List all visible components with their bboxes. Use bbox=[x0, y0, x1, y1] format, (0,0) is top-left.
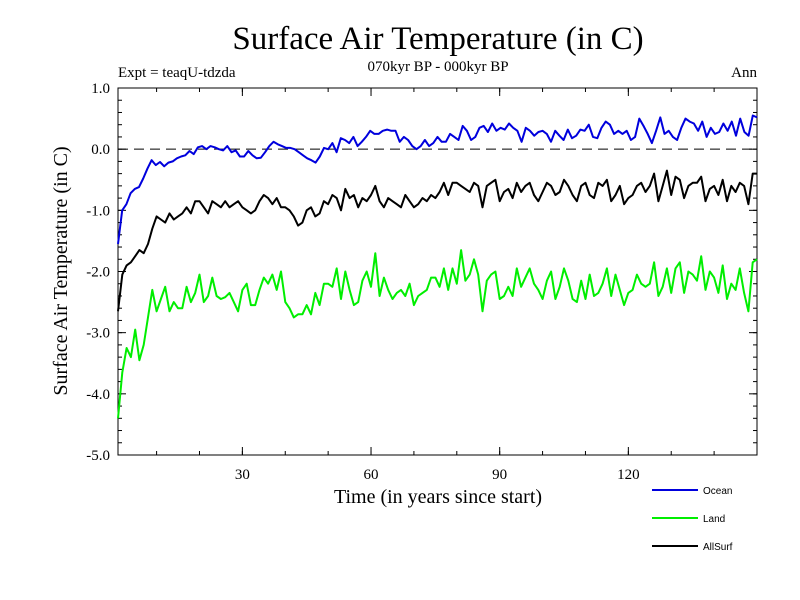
legend-label-allsurf: AllSurf bbox=[703, 542, 733, 553]
legend-label-ocean: Ocean bbox=[703, 486, 732, 497]
series-line-ocean bbox=[117, 114, 758, 245]
series-line-allsurf bbox=[117, 169, 757, 312]
legend: Ocean Land AllSurf bbox=[652, 486, 733, 553]
y-tick-label: -4.0 bbox=[86, 387, 110, 403]
x-axis-title: Time (in years since start) bbox=[334, 486, 542, 508]
y-tick-label: -1.0 bbox=[86, 203, 110, 219]
axis-ticks: -5.0 -4.0 -3.0 -2.0 -1.0 0.0 1.0 30 60 90 120 bbox=[86, 81, 757, 483]
y-tick-label: -5.0 bbox=[86, 448, 110, 464]
y-tick-label: -3.0 bbox=[86, 326, 110, 342]
plot-frame bbox=[117, 87, 758, 456]
chart-title: Surface Air Temperature (in C) bbox=[232, 21, 643, 57]
x-tick-label: 120 bbox=[617, 467, 640, 483]
series-lines bbox=[117, 114, 758, 419]
experiment-label: Expt = teaqU-tdzda bbox=[118, 65, 236, 81]
legend-label-land: Land bbox=[703, 514, 725, 525]
y-axis-title: Surface Air Temperature (in C) bbox=[50, 146, 72, 395]
x-tick-label: 90 bbox=[492, 467, 507, 483]
x-tick-label: 30 bbox=[235, 467, 250, 483]
y-tick-label: 0.0 bbox=[91, 142, 110, 158]
y-tick-label: -2.0 bbox=[86, 265, 110, 281]
chart-subtitle: 070kyr BP - 000kyr BP bbox=[367, 59, 508, 75]
series-line-land bbox=[117, 249, 758, 419]
y-tick-label: 1.0 bbox=[91, 81, 110, 97]
season-label: Ann bbox=[731, 65, 757, 81]
x-tick-label: 60 bbox=[364, 467, 379, 483]
